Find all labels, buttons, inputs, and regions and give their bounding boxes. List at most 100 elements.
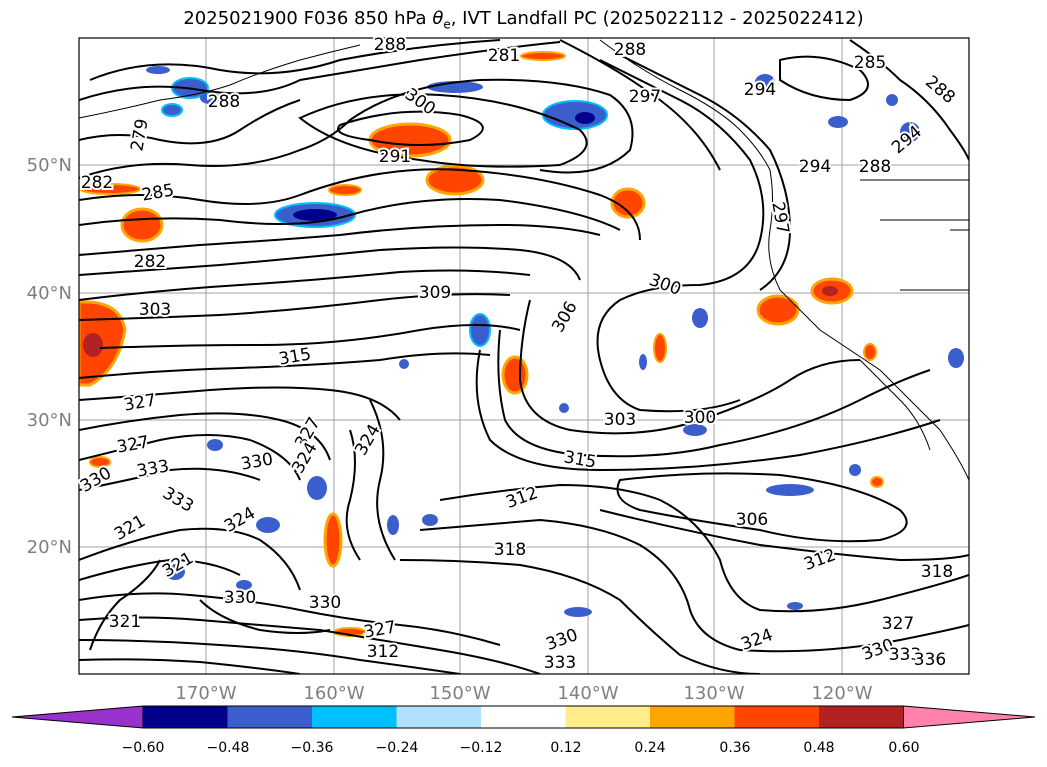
patch-negative bbox=[542, 100, 608, 130]
lon-tick-label: 160°W bbox=[303, 683, 364, 704]
colorbar-segment bbox=[143, 706, 228, 728]
contour-label: 294 bbox=[744, 80, 776, 100]
patch-positive bbox=[120, 207, 164, 243]
contour-line bbox=[79, 467, 261, 491]
gridlines bbox=[79, 38, 969, 674]
colorbar-tick-label: −0.24 bbox=[376, 740, 419, 756]
colorbar-tick-label: 0.12 bbox=[550, 740, 581, 756]
lon-tick-label: 120°W bbox=[811, 683, 872, 704]
colorbar-segment bbox=[227, 706, 313, 728]
contour-line bbox=[369, 399, 396, 561]
patch-negative bbox=[422, 514, 438, 526]
contour-closed bbox=[616, 472, 908, 543]
map-frame bbox=[78, 37, 970, 675]
contour-label: 285 bbox=[140, 180, 175, 205]
patch-negative bbox=[399, 359, 409, 369]
patch-negative bbox=[692, 308, 708, 328]
contour-label: 294 bbox=[799, 157, 831, 177]
contour-line bbox=[79, 78, 634, 179]
patch-negative bbox=[161, 103, 183, 117]
contour-closed bbox=[337, 110, 484, 146]
patch-positive bbox=[501, 355, 529, 395]
coastlines bbox=[79, 39, 969, 481]
contour-line bbox=[79, 168, 641, 241]
colorbar-tick-label: −0.12 bbox=[460, 740, 503, 756]
lat-tick-label: 50°N bbox=[27, 155, 72, 176]
contour-line bbox=[849, 39, 969, 161]
patch-strong-positive bbox=[822, 286, 838, 296]
colorbar-tick-labels: −0.60 −0.48 −0.36 −0.24 −0.12 0.12 0.24 … bbox=[122, 740, 920, 756]
patch-negative bbox=[886, 94, 898, 106]
contour-line bbox=[79, 434, 301, 481]
patch-negative bbox=[236, 580, 252, 590]
patch-negative bbox=[766, 484, 814, 496]
patch-negative bbox=[146, 66, 170, 74]
colorbar-extend-high bbox=[903, 705, 1036, 729]
contour-label: 318 bbox=[921, 562, 953, 582]
lat-axis: 50°N 40°N 30°N 20°N bbox=[27, 155, 72, 558]
colorbar-tick-label: 0.24 bbox=[634, 740, 665, 756]
patch-negative bbox=[849, 464, 861, 476]
shading-patches bbox=[79, 51, 964, 637]
colorbar-tick-label: 0.36 bbox=[719, 740, 750, 756]
colorbar-segment bbox=[396, 706, 482, 728]
patch-negative bbox=[207, 439, 223, 451]
contour-line bbox=[419, 518, 969, 653]
contour-line bbox=[599, 509, 969, 562]
coastline-north-america bbox=[599, 39, 969, 481]
colorbar-extend-low bbox=[11, 705, 144, 729]
patch-positive bbox=[79, 183, 141, 195]
lon-tick-label: 140°W bbox=[557, 683, 618, 704]
contour-label: 303 bbox=[139, 300, 171, 320]
baja-coast bbox=[859, 359, 931, 451]
patch-negative bbox=[387, 515, 399, 535]
lon-axis: 170°W 160°W 150°W 140°W 130°W 120°W bbox=[175, 683, 872, 704]
patch-positive bbox=[425, 164, 485, 196]
patch-negative bbox=[307, 476, 327, 500]
colorbar-outline bbox=[142, 705, 904, 729]
contour-line bbox=[79, 352, 491, 379]
patch-negative bbox=[200, 92, 220, 104]
contour-label: 288 bbox=[614, 40, 646, 60]
colorbar-tick-label: −0.48 bbox=[207, 740, 250, 756]
contour-label: 282 bbox=[81, 173, 113, 193]
contour-line bbox=[475, 349, 941, 472]
lon-tick-label: 170°W bbox=[175, 683, 236, 704]
patch-positive bbox=[89, 456, 111, 468]
contour-line bbox=[89, 39, 501, 81]
contour-label: 333 bbox=[889, 645, 921, 665]
patch-negative bbox=[787, 602, 803, 610]
contour-line bbox=[518, 299, 861, 435]
contour-line bbox=[79, 592, 501, 646]
contour-label: 288 bbox=[859, 157, 891, 177]
contour-label: 282 bbox=[134, 252, 166, 272]
contour-label: 288 bbox=[208, 92, 240, 112]
patch-positive bbox=[610, 187, 646, 219]
lat-tick-label: 30°N bbox=[27, 410, 72, 431]
patch-strong-positive bbox=[83, 333, 103, 357]
contour-line bbox=[79, 412, 331, 461]
contour-line bbox=[559, 39, 721, 171]
patch-strong-negative bbox=[293, 209, 337, 221]
contour-line bbox=[79, 658, 301, 674]
contour-line bbox=[89, 559, 161, 651]
patch-strong-negative bbox=[575, 112, 595, 124]
contour-label: 300 bbox=[684, 408, 716, 428]
contour-line bbox=[399, 559, 761, 674]
colorbar-segment bbox=[650, 706, 735, 728]
colorbar-tick-label: 0.48 bbox=[803, 740, 834, 756]
colorbar bbox=[11, 705, 1036, 729]
contour-line bbox=[79, 246, 581, 281]
contour-label: 303 bbox=[604, 410, 636, 430]
contour-line bbox=[79, 293, 511, 321]
patch-positive bbox=[323, 512, 343, 568]
contour-label: 321 bbox=[109, 612, 141, 632]
contour-closed bbox=[298, 93, 588, 168]
lat-tick-label: 20°N bbox=[27, 537, 72, 558]
patch-negative bbox=[639, 354, 647, 370]
contour-line bbox=[79, 198, 621, 231]
colorbar-tick-label: 0.60 bbox=[888, 740, 919, 756]
contour-line bbox=[79, 639, 461, 674]
